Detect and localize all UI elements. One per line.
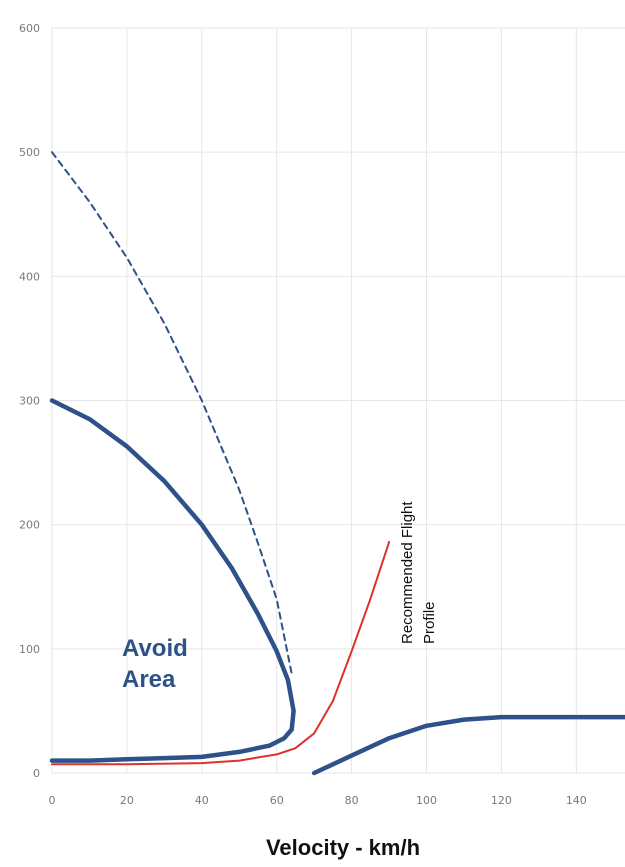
recommended-profile-label-line1: Recommended Flight: [399, 501, 416, 644]
x-axis-label: Velocity - km/h: [266, 835, 420, 860]
avoid-area-label-line2: Area: [122, 666, 176, 693]
x-axis-ticks: 0 20 40 60 80 100 120 140: [49, 794, 587, 807]
series-line-4: [311, 714, 625, 776]
y-tick-label: 400: [19, 270, 40, 283]
x-tick-label: 20: [120, 794, 134, 807]
x-tick-label: 100: [416, 794, 437, 807]
y-tick-label: 0: [33, 767, 40, 780]
x-tick-label: 120: [491, 794, 512, 807]
x-tick-label: 0: [49, 794, 56, 807]
grid: [51, 27, 625, 774]
y-tick-label: 500: [19, 146, 40, 159]
y-tick-label: 200: [19, 519, 40, 532]
y-axis-ticks: 0 100 200 300 400 500 600: [19, 22, 40, 780]
y-tick-label: 300: [19, 395, 40, 408]
series-line-1: [49, 398, 296, 763]
series-group: [49, 151, 625, 776]
x-tick-label: 80: [345, 794, 359, 807]
x-tick-label: 40: [195, 794, 209, 807]
x-tick-label: 60: [270, 794, 284, 807]
y-tick-label: 600: [19, 22, 40, 35]
series-line-3: [51, 541, 391, 766]
avoid-area-label-line1: Avoid: [122, 635, 188, 662]
y-tick-label: 100: [19, 643, 40, 656]
x-tick-label: 140: [566, 794, 587, 807]
recommended-profile-label-line2: Profile: [421, 601, 438, 644]
series-line-2: [51, 151, 293, 675]
